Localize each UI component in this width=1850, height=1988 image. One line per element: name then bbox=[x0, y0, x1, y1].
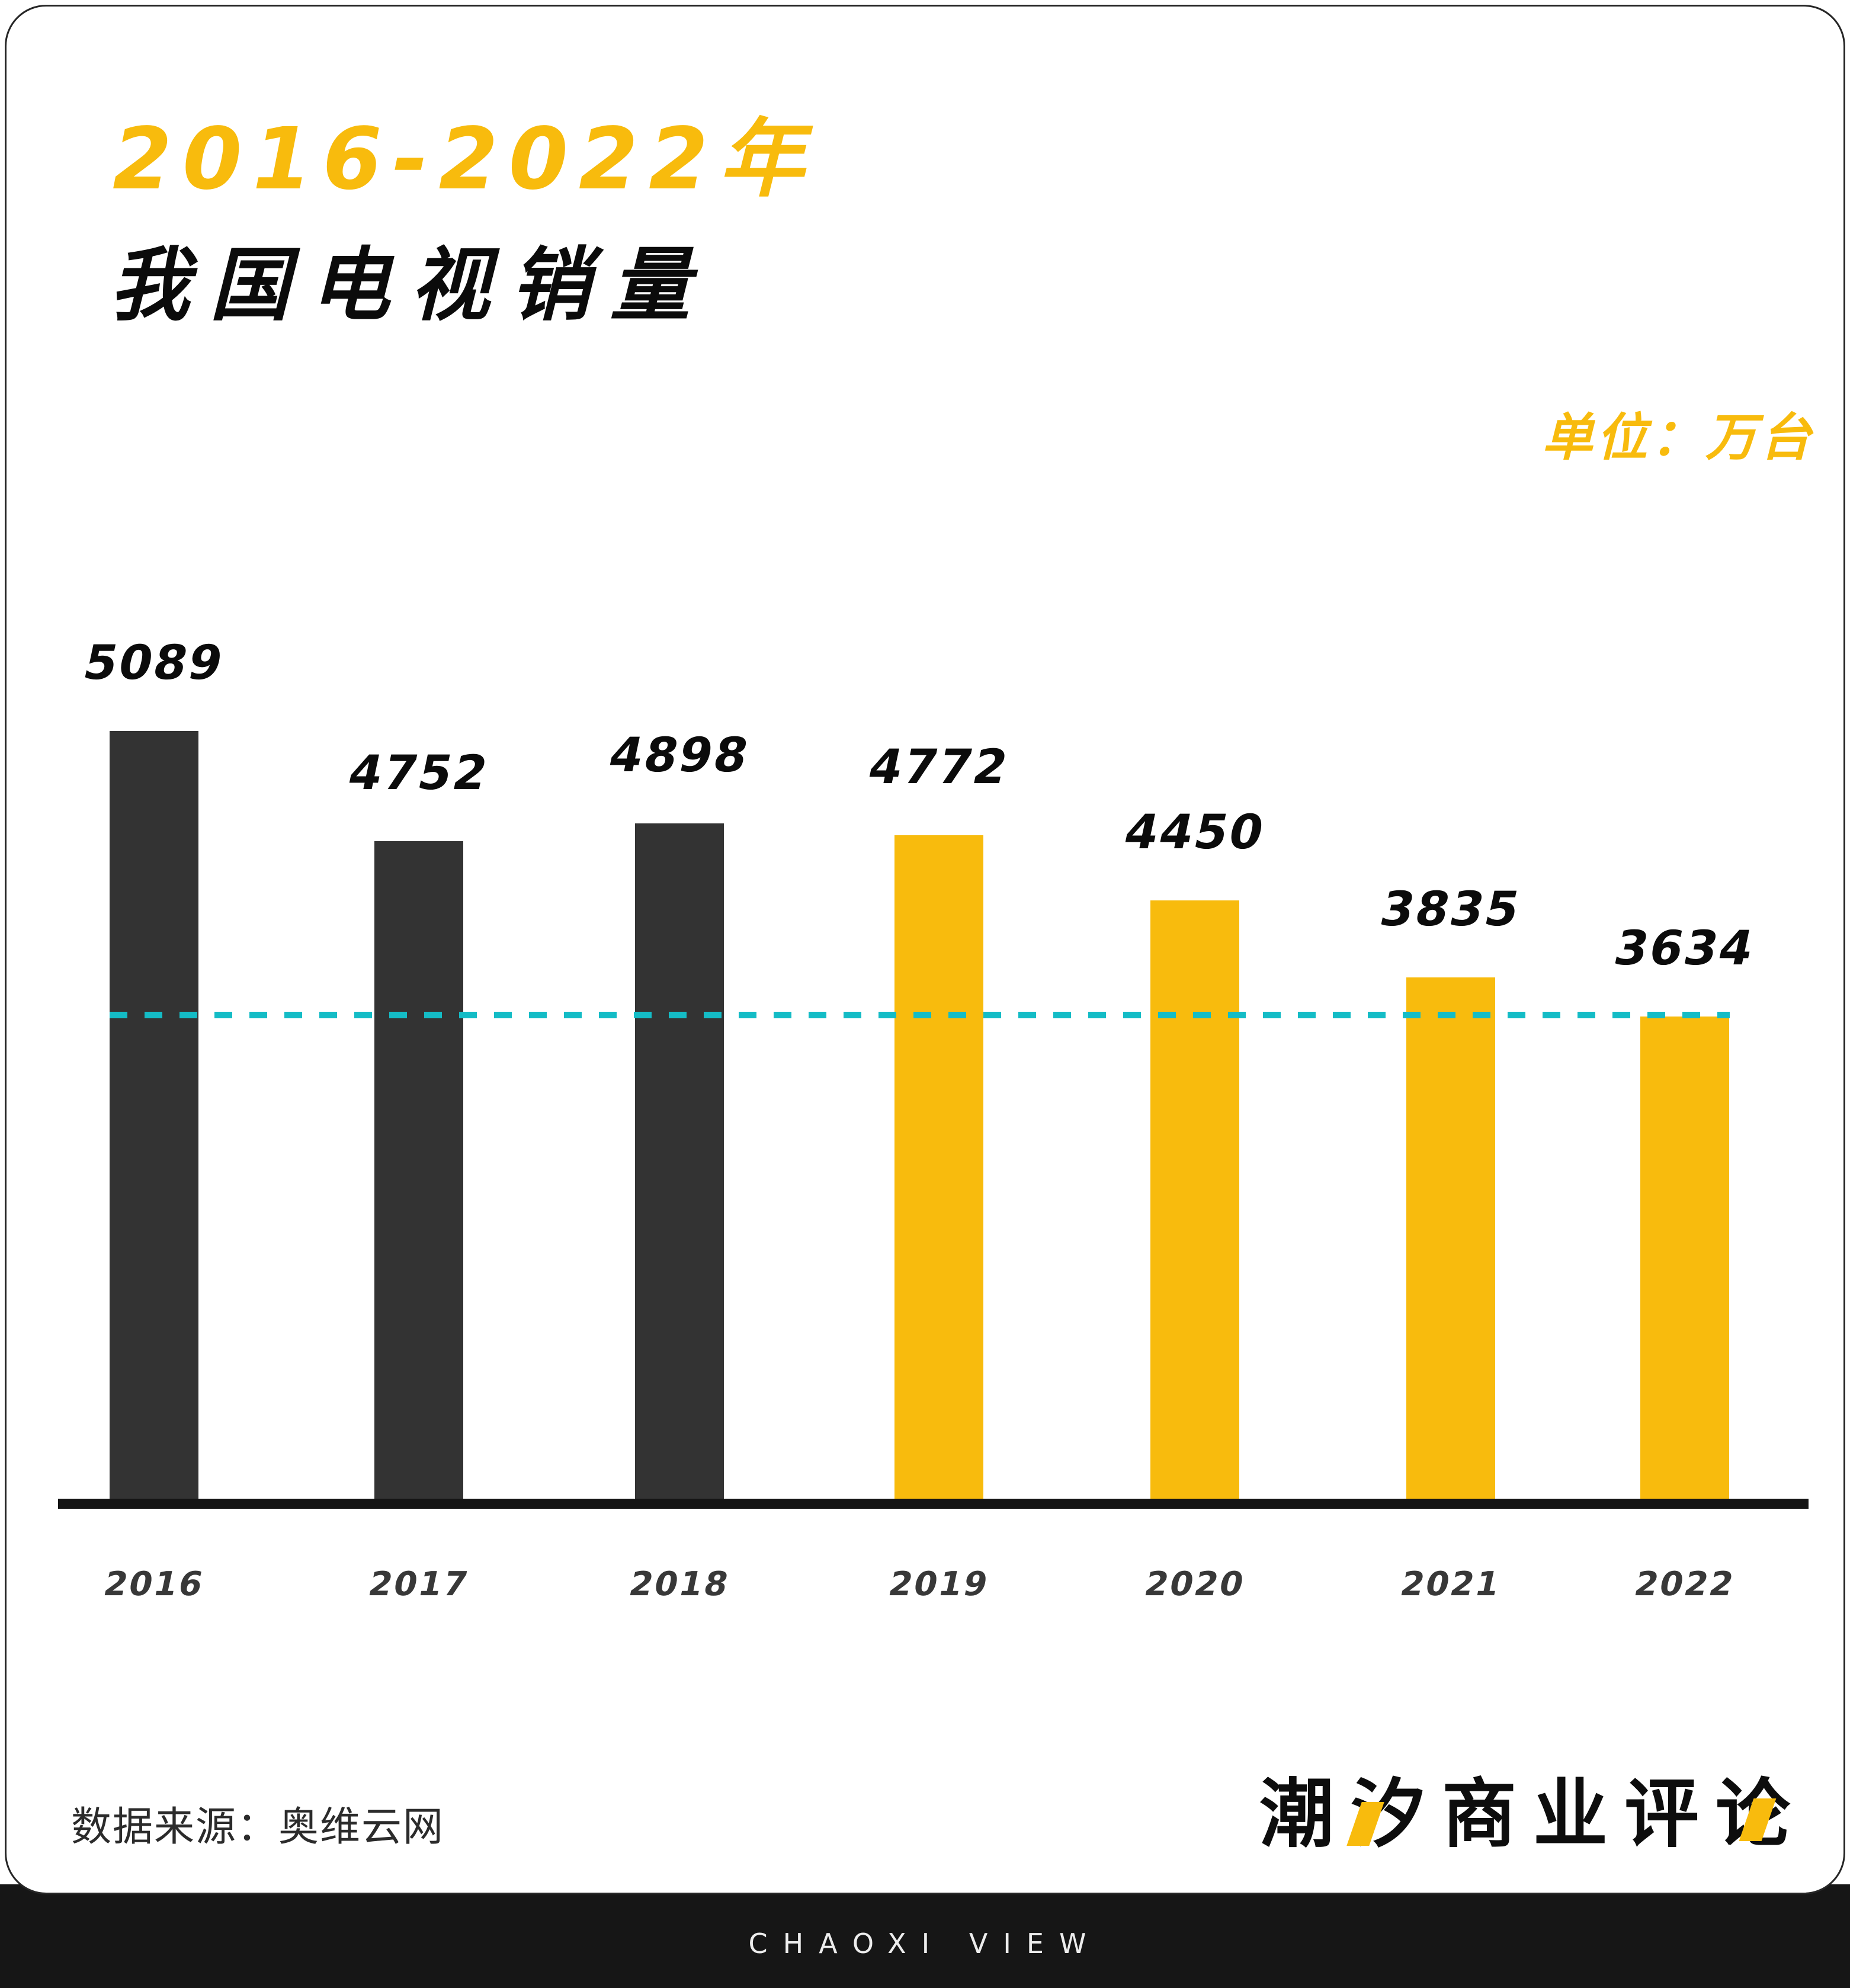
logo-text: 潮汐商业评论 bbox=[1259, 1771, 1807, 1858]
x-axis-label-2022: 2022 bbox=[1631, 1565, 1739, 1604]
page-title: 2016-2022年 bbox=[113, 109, 815, 209]
bar-2018 bbox=[635, 823, 724, 1499]
footer-band: CHAOXI VIEW bbox=[0, 1884, 1850, 1988]
value-label-2020: 4450 bbox=[1119, 804, 1271, 860]
data-source-text: 数据来源：奥维云网 bbox=[71, 1804, 445, 1851]
bar-2021 bbox=[1406, 977, 1495, 1499]
x-axis-label-2017: 2017 bbox=[365, 1565, 473, 1604]
x-axis-line bbox=[58, 1499, 1809, 1509]
unit-label: 单位：万台 bbox=[1542, 408, 1814, 467]
bar-2020 bbox=[1150, 900, 1239, 1499]
bar-2016 bbox=[110, 731, 198, 1499]
x-axis-label-2019: 2019 bbox=[885, 1565, 993, 1604]
x-axis-label-2021: 2021 bbox=[1397, 1565, 1505, 1604]
page-subtitle: 我国电视销量 bbox=[110, 239, 710, 332]
value-label-2017: 4752 bbox=[343, 745, 495, 800]
value-label-2021: 3835 bbox=[1375, 881, 1527, 937]
value-label-2022: 3634 bbox=[1609, 921, 1761, 976]
value-label-2016: 5089 bbox=[78, 635, 230, 690]
value-label-2019: 4772 bbox=[863, 739, 1015, 794]
bar-2022 bbox=[1640, 1017, 1729, 1499]
x-axis-label-2020: 2020 bbox=[1141, 1565, 1249, 1604]
x-axis-label-2016: 2016 bbox=[100, 1565, 208, 1604]
reference-dashed-line bbox=[110, 1012, 1730, 1018]
bar-2019 bbox=[894, 835, 983, 1499]
x-axis-label-2018: 2018 bbox=[626, 1565, 733, 1604]
footer-band-text: CHAOXI VIEW bbox=[748, 1928, 1102, 1960]
chart-area: 5089 4752 4898 4772 4450 3835 3634 bbox=[78, 635, 1761, 1499]
value-label-2018: 4898 bbox=[604, 727, 755, 783]
bar-2017 bbox=[374, 841, 463, 1499]
